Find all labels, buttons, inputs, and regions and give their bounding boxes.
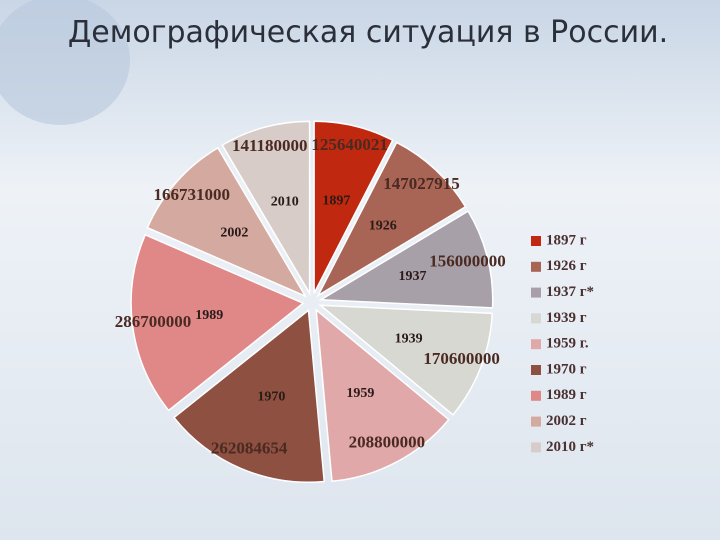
value-label: 170600000 [423, 349, 500, 368]
legend-swatch [531, 365, 541, 375]
legend-swatch [531, 339, 541, 350]
pie-slice [318, 210, 494, 309]
legend-label: 1937 г* [546, 284, 594, 300]
value-label: 125640021 [311, 135, 388, 154]
value-label: 141180000 [232, 136, 308, 155]
legend-swatch [531, 390, 541, 401]
legend-label: 2010 г* [546, 439, 594, 455]
slice-label: 1939 [395, 332, 423, 347]
legend-label: 1970 г [546, 361, 587, 377]
pie-slice [130, 233, 305, 412]
legend-swatch [531, 287, 541, 298]
legend-swatch [531, 416, 541, 427]
slice-label: 1897 [322, 194, 350, 209]
slice-label: 1989 [195, 308, 223, 323]
chart-title: Демографическая ситуация в России. [68, 15, 668, 50]
value-label: 156000000 [429, 252, 506, 271]
legend-swatch [531, 313, 541, 324]
background-decoration [0, 0, 130, 125]
slice-label: 1970 [257, 390, 285, 405]
legend-label: 1989 г [546, 387, 587, 403]
value-label: 147027915 [383, 174, 460, 193]
value-label: 208800000 [349, 433, 426, 452]
slice-label: 2002 [220, 226, 248, 241]
value-label: 286700000 [115, 312, 192, 331]
slice-label: 1926 [369, 219, 397, 234]
legend-swatch [531, 261, 541, 272]
pie-slice [221, 120, 311, 297]
legend-label: 2002 г [546, 413, 587, 429]
legend-label: 1959 г. [546, 336, 589, 352]
value-label: 262084654 [211, 438, 288, 457]
legend-swatch [531, 442, 541, 453]
pie-slice [172, 308, 326, 483]
pie-slice [146, 146, 308, 298]
slice-label: 1937 [398, 269, 426, 284]
slice-label: 1959 [346, 386, 374, 401]
slice-label: 2010 [271, 194, 299, 209]
legend-label: 1939 г [546, 310, 587, 326]
legend-swatch [531, 236, 541, 246]
value-label: 166731000 [154, 185, 231, 204]
pie-slice [316, 141, 467, 298]
pie-slice [318, 304, 493, 416]
legend-label: 1926 г [546, 258, 587, 274]
legend-label: 1897 г [546, 232, 587, 248]
pie-slice [315, 308, 450, 483]
pie-slice [313, 120, 394, 294]
